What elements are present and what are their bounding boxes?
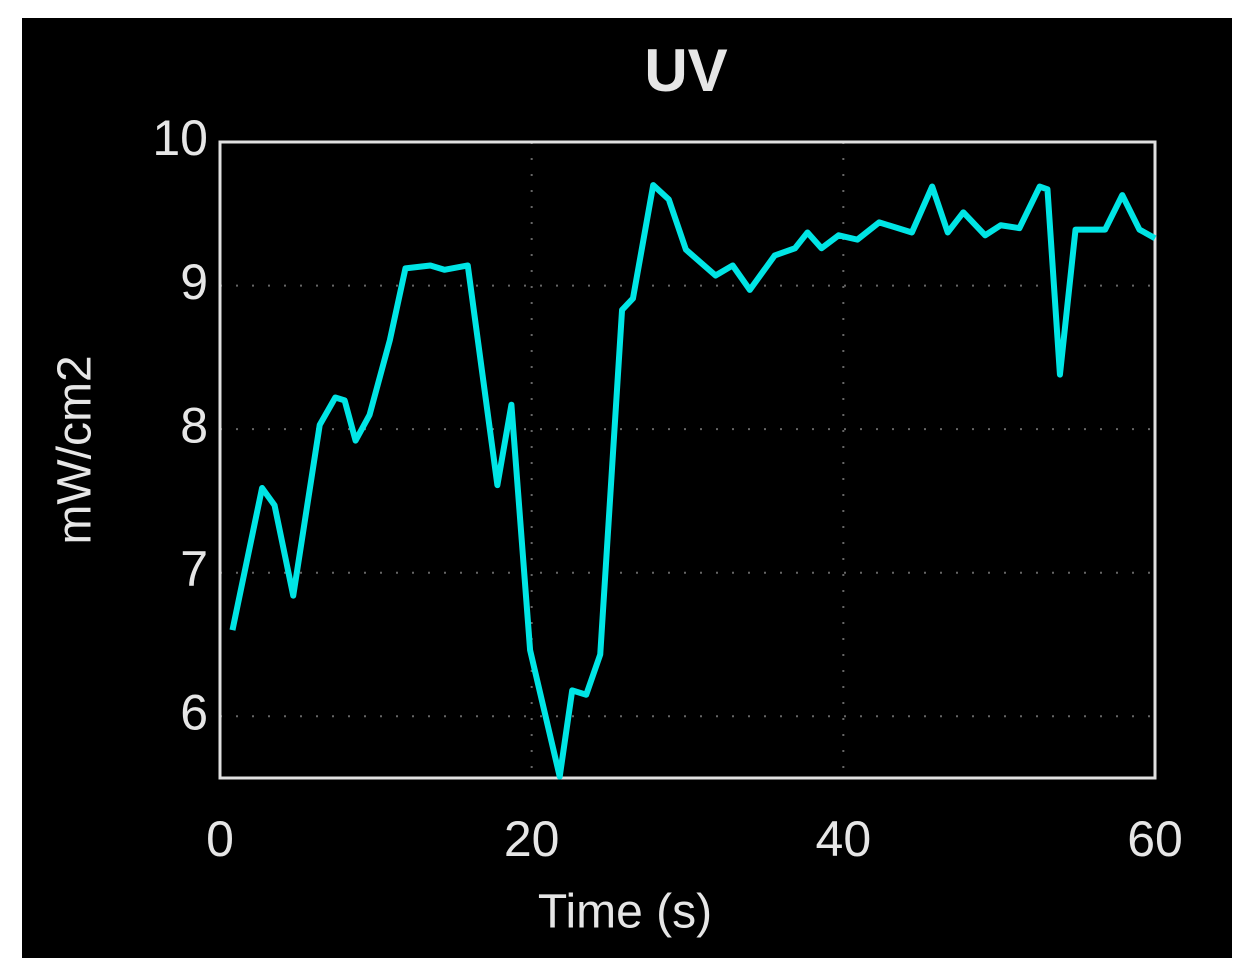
x-tick-label: 0 [206,811,234,867]
y-tick-label: 6 [180,684,208,740]
plot-frame [218,140,1157,780]
x-tick-label: 40 [816,811,872,867]
data-line [229,182,1157,780]
y-tick-label: 7 [180,541,208,597]
chart-title: UV [644,37,727,104]
y-tick-label: 10 [152,110,208,166]
y-tick-label: 9 [180,254,208,310]
y-tick-label: 8 [180,397,208,453]
x-tick-label: 60 [1127,811,1183,867]
chart-background [22,18,1232,958]
y-axis-label: mW/cm2 [49,355,102,544]
x-tick-label: 20 [504,811,560,867]
x-axis-label: Time (s) [538,886,712,939]
